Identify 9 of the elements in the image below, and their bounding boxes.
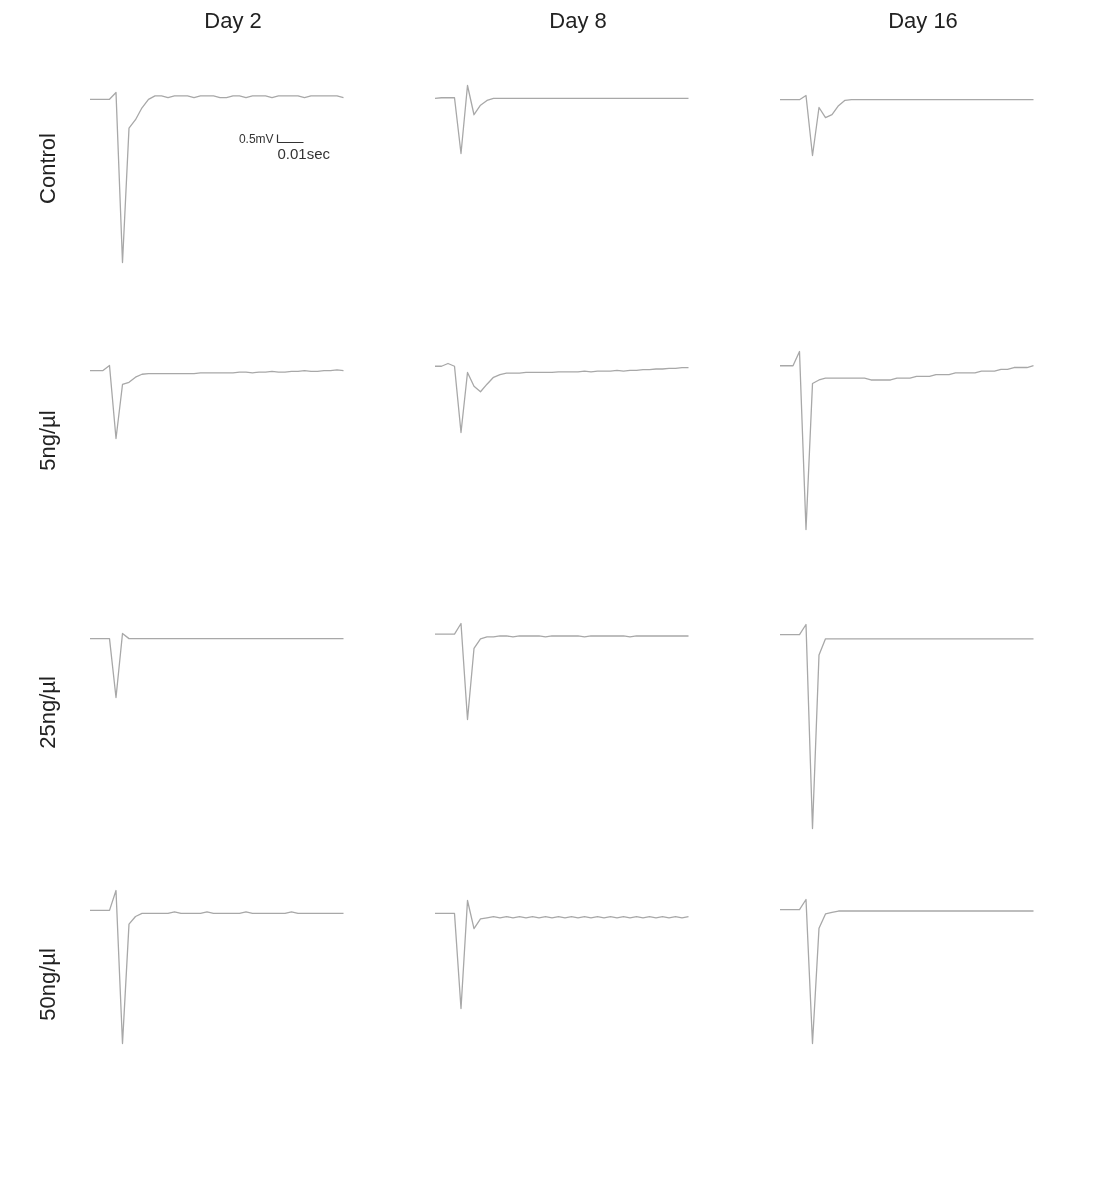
y-axis-title: 50ng/µl [34,948,60,1021]
y-axis-title: Control [34,133,60,204]
annotation: 0.01sec [277,144,331,162]
chart-title: Day 2 [204,7,262,33]
y-axis-title: 5ng/µl [34,410,60,471]
chart-title: Day 16 [888,7,958,33]
annotation: 0.5mV [238,131,274,146]
chart-title: Day 8 [549,7,607,33]
y-axis-title: 25ng/µl [34,676,60,749]
